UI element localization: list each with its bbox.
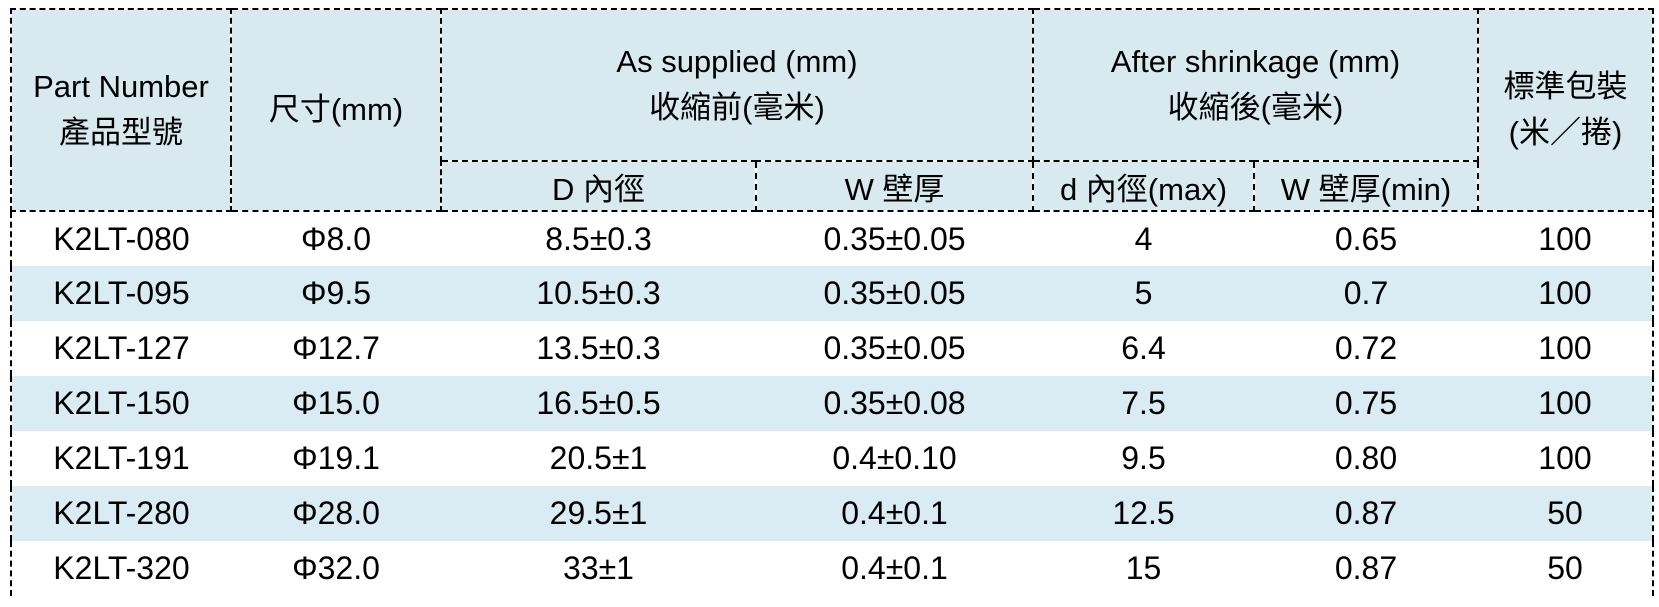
- cell-packaging: 50: [1547, 495, 1583, 531]
- cell-d-after-shrinkage: 7.5: [1121, 385, 1166, 421]
- header-part-number-zh: 產品型號: [59, 115, 183, 150]
- cell-w-after-shrinkage: 0.75: [1334, 385, 1398, 421]
- cell-d-after-shrinkage: 9.5: [1121, 440, 1166, 476]
- cell-part-number: K2LT-095: [53, 275, 190, 311]
- spec-table: Part Number 產品型號 尺寸(mm) As supplied (mm)…: [10, 8, 1654, 596]
- cell-w-as-supplied: 0.35±0.08: [823, 385, 966, 421]
- header-part-number-en: Part Number: [33, 68, 209, 104]
- header-after-shrinkage-zh: 收縮後(毫米): [1167, 90, 1344, 125]
- cell-w-after-shrinkage: 0.87: [1334, 495, 1398, 531]
- table-row: K2LT-320 Φ32.0 33±1 0.4±0.1 15 0.87 50: [11, 541, 1653, 596]
- header-size: 尺寸(mm): [230, 8, 442, 212]
- cell-w-as-supplied: 0.35±0.05: [823, 220, 966, 257]
- table-header-row-main: Part Number 產品型號 尺寸(mm) As supplied (mm)…: [10, 8, 1654, 212]
- cell-w-after-shrinkage: 0.65: [1334, 220, 1398, 257]
- cell-size: Φ28.0: [292, 495, 380, 531]
- table-row: K2LT-150 Φ15.0 16.5±0.5 0.35±0.08 7.5 0.…: [11, 376, 1653, 431]
- cell-packaging: 100: [1538, 220, 1592, 257]
- header-w-wall-shrink: W 壁厚(min): [1253, 160, 1479, 212]
- cell-size: Φ32.0: [292, 550, 380, 586]
- cell-packaging: 100: [1538, 275, 1592, 311]
- header-d-inner-shrink: d 內徑(max): [1032, 160, 1255, 212]
- cell-d-after-shrinkage: 5: [1134, 275, 1153, 311]
- cell-d-after-shrinkage: 15: [1125, 550, 1162, 586]
- cell-w-as-supplied: 0.35±0.05: [823, 330, 966, 366]
- table-row: K2LT-095 Φ9.5 10.5±0.3 0.35±0.05 5 0.7 1…: [11, 266, 1653, 321]
- header-packaging-unit: (米／捲): [1508, 115, 1623, 150]
- cell-size: Φ8.0: [300, 220, 371, 257]
- header-as-supplied: As supplied (mm) 收縮前(毫米): [440, 8, 1034, 162]
- cell-part-number: K2LT-080: [53, 220, 190, 257]
- cell-d-after-shrinkage: 4: [1134, 220, 1153, 257]
- spec-table-container: Part Number 產品型號 尺寸(mm) As supplied (mm)…: [10, 8, 1654, 596]
- table-row: K2LT-080 Φ8.0 8.5±0.3 0.35±0.05 4 0.65 1…: [11, 211, 1653, 266]
- cell-d-as-supplied: 13.5±0.3: [536, 330, 661, 366]
- cell-packaging: 100: [1538, 385, 1592, 421]
- cell-size: Φ19.1: [292, 440, 380, 476]
- cell-packaging: 100: [1538, 440, 1592, 476]
- header-after-shrinkage: After shrinkage (mm) 收縮後(毫米): [1032, 8, 1479, 162]
- cell-packaging: 50: [1547, 550, 1583, 586]
- cell-part-number: K2LT-191: [53, 440, 190, 476]
- cell-w-as-supplied: 0.4±0.1: [841, 550, 948, 586]
- cell-w-as-supplied: 0.4±0.10: [832, 440, 957, 476]
- header-size-label: 尺寸(mm): [268, 91, 404, 127]
- cell-part-number: K2LT-150: [53, 385, 190, 421]
- cell-d-as-supplied: 10.5±0.3: [536, 275, 661, 311]
- header-as-supplied-en: As supplied (mm): [616, 43, 858, 79]
- header-w-wall-supplied: W 壁厚: [755, 160, 1034, 212]
- table-row: K2LT-280 Φ28.0 29.5±1 0.4±0.1 12.5 0.87 …: [11, 486, 1653, 541]
- cell-part-number: K2LT-280: [53, 495, 190, 531]
- header-d-inner-supplied: D 內徑: [440, 160, 757, 212]
- cell-d-as-supplied: 33±1: [563, 550, 634, 586]
- cell-part-number: K2LT-127: [53, 330, 190, 366]
- cell-d-after-shrinkage: 6.4: [1121, 330, 1166, 366]
- table-body: K2LT-080 Φ8.0 8.5±0.3 0.35±0.05 4 0.65 1…: [11, 211, 1653, 596]
- cell-w-after-shrinkage: 0.87: [1334, 550, 1398, 586]
- cell-size: Φ15.0: [292, 385, 380, 421]
- table-header-row-sub: D 內徑 W 壁厚 d 內徑(max) W 壁厚(min): [11, 160, 1653, 212]
- cell-size: Φ9.5: [300, 275, 371, 311]
- cell-d-as-supplied: 16.5±0.5: [536, 385, 661, 421]
- cell-d-as-supplied: 20.5±1: [549, 440, 648, 476]
- cell-d-as-supplied: 8.5±0.3: [545, 220, 652, 257]
- header-packaging-zh: 標準包裝: [1503, 68, 1628, 104]
- header-part-number: Part Number 產品型號: [10, 8, 232, 212]
- cell-w-after-shrinkage: 0.72: [1334, 330, 1398, 366]
- header-after-shrinkage-en: After shrinkage (mm): [1110, 43, 1401, 79]
- cell-part-number: K2LT-320: [53, 550, 190, 586]
- cell-w-after-shrinkage: 0.7: [1343, 275, 1389, 311]
- table-row: K2LT-127 Φ12.7 13.5±0.3 0.35±0.05 6.4 0.…: [11, 321, 1653, 376]
- table-row: K2LT-191 Φ19.1 20.5±1 0.4±0.10 9.5 0.80 …: [11, 431, 1653, 486]
- table-header: Part Number 產品型號 尺寸(mm) As supplied (mm)…: [10, 8, 1654, 212]
- cell-packaging: 100: [1538, 330, 1592, 366]
- cell-size: Φ12.7: [292, 330, 380, 366]
- cell-w-as-supplied: 0.4±0.1: [841, 495, 948, 531]
- header-packaging: 標準包裝 (米／捲): [1477, 8, 1654, 212]
- cell-w-as-supplied: 0.35±0.05: [823, 275, 966, 311]
- cell-d-after-shrinkage: 12.5: [1112, 495, 1175, 531]
- cell-w-after-shrinkage: 0.80: [1334, 440, 1398, 476]
- header-as-supplied-zh: 收縮前(毫米): [649, 90, 825, 125]
- cell-d-as-supplied: 29.5±1: [549, 495, 648, 531]
